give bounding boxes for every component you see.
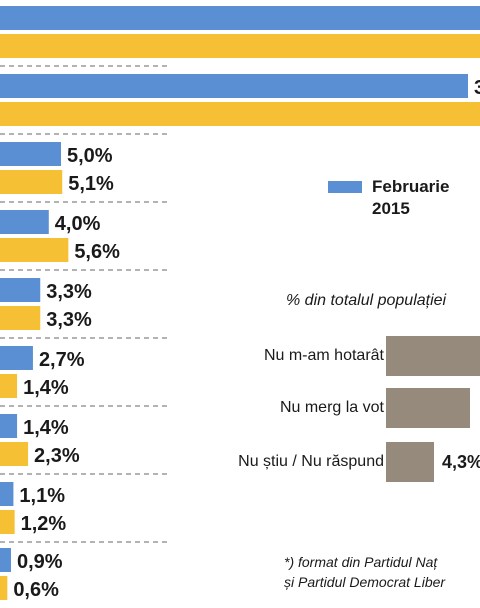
bar-s1-g5: [0, 374, 18, 398]
bar-s0-g3: [0, 210, 49, 234]
undecided-bar-0: [386, 336, 480, 376]
bar-label-s0-g8: 0,9%: [17, 551, 63, 573]
undecided-row-1: Nu merg la vot: [0, 388, 480, 428]
undecided-label-0: Nu m-am hotarât: [263, 347, 384, 364]
bar-s1-g6: [0, 442, 29, 466]
footnote-line-1: *) format din Partidul Naț: [284, 554, 438, 570]
bar-label-s0-g7: 1,1%: [19, 485, 65, 507]
bar-s1-g3: [0, 238, 69, 262]
bar-s0-g2: [0, 142, 61, 166]
undecided-label-1: Nu merg la vot: [279, 399, 384, 416]
bar-s1-g7: [0, 510, 15, 534]
bar-s1-g8: [0, 576, 8, 600]
bar-s0-g5: [0, 346, 33, 370]
bar-label-s1-g6: 2,3%: [34, 445, 80, 467]
bar-label-s1-g3: 5,6%: [74, 241, 120, 263]
undecided-bar-1: [386, 388, 470, 428]
bar-s0-g8: [0, 548, 11, 572]
legend-swatch-blue: [328, 181, 362, 193]
legend-label: Februarie 2015: [372, 177, 450, 218]
undecided-value-2: 4,3%: [442, 452, 480, 472]
bar-label-s0-g6: 1,4%: [23, 417, 69, 439]
bar-label-s1-g7: 1,2%: [21, 513, 67, 535]
bar-s0-g7: [0, 482, 14, 506]
bar-label-s0-g3: 4,0%: [55, 213, 101, 235]
bar-s1-g1: [0, 102, 480, 126]
undecided-subtitle: % din totalul populației: [286, 292, 447, 309]
bar-label-s1-g4: 3,3%: [46, 309, 92, 331]
bar-label-s0-g1: 3: [474, 77, 480, 99]
bar-label-s0-g2: 5,0%: [67, 145, 113, 167]
undecided-row-0: Nu m-am hotarât: [0, 336, 480, 376]
bar-s1-g2: [0, 170, 63, 194]
footnote-line-2: și Partidul Democrat Liber: [284, 574, 446, 590]
bar-s0-g6: [0, 414, 18, 438]
undecided-bar-2: [386, 442, 434, 482]
bar-s0-g0: [0, 6, 480, 30]
bar-s1-g4: [0, 306, 41, 330]
bar-s1-g0: [0, 34, 480, 58]
bar-label-s1-g8: 0,6%: [13, 579, 59, 601]
bar-label-s0-g5: 2,7%: [39, 349, 85, 371]
bar-label-s1-g2: 5,1%: [68, 173, 114, 195]
bar-s0-g4: [0, 278, 41, 302]
undecided-row-2: Nu știu / Nu răspund 4,3%: [0, 442, 480, 482]
bar-label-s0-g4: 3,3%: [46, 281, 92, 303]
bar-s0-g1: [0, 74, 468, 98]
footnote: *) format din Partidul Naț și Partidul D…: [284, 552, 480, 592]
bar-label-s1-g5: 1,4%: [23, 377, 69, 399]
undecided-label-2: Nu știu / Nu răspund: [238, 453, 384, 470]
